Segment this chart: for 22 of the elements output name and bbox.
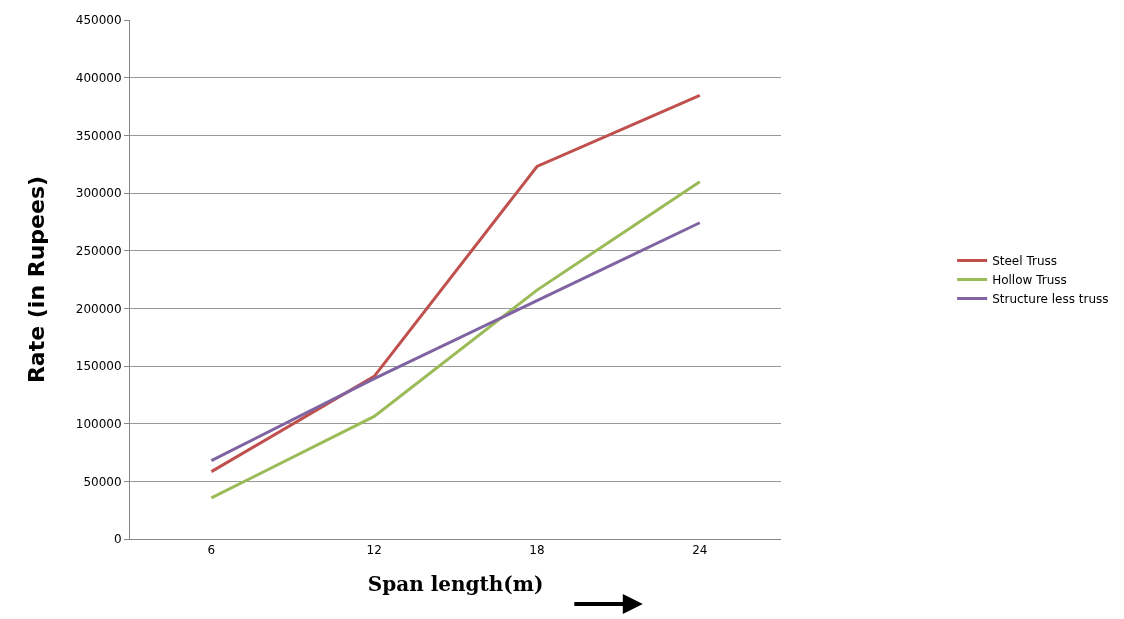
legend-label: Hollow Truss bbox=[992, 273, 1067, 288]
legend-label: Steel Truss bbox=[992, 254, 1057, 269]
y-tick-label: 300000 bbox=[75, 186, 122, 201]
y-tick-label: 350000 bbox=[75, 128, 122, 143]
line-series bbox=[209, 180, 702, 500]
y-tick-label: 200000 bbox=[75, 301, 122, 316]
x-axis-title: Span length(m) bbox=[367, 571, 544, 596]
x-tick-label: 12 bbox=[366, 543, 382, 558]
line-series bbox=[209, 93, 702, 474]
y-tick-label: 100000 bbox=[75, 416, 122, 431]
y-tick-label: 250000 bbox=[75, 243, 122, 258]
x-tick-label: 24 bbox=[692, 543, 708, 558]
y-axis-title: Rate (in Rupees) bbox=[23, 175, 49, 384]
y-tick-label: 0 bbox=[113, 532, 122, 547]
legend-label: Structure less truss bbox=[992, 292, 1109, 307]
x-tick-label: 18 bbox=[529, 543, 545, 558]
y-tick-label: 150000 bbox=[75, 359, 122, 374]
y-tick-label: 400000 bbox=[75, 70, 122, 85]
y-tick-label: 450000 bbox=[75, 13, 122, 28]
line-series bbox=[209, 221, 702, 463]
x-tick-label: 6 bbox=[207, 543, 216, 558]
y-tick-label: 50000 bbox=[83, 474, 122, 489]
